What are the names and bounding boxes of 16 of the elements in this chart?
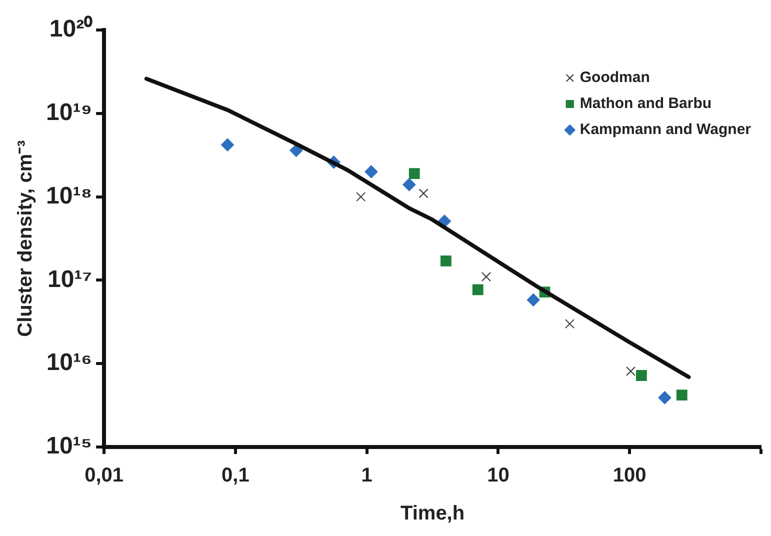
- x-axis-title: Time,h: [400, 502, 465, 525]
- y-tick-label: 10¹⁹: [46, 99, 92, 126]
- x-tick-label: 10: [487, 464, 510, 487]
- x-tick-label: 1: [361, 464, 372, 487]
- y-tick-label: 10¹⁷: [47, 266, 92, 293]
- x-tick-label: 100: [612, 464, 646, 487]
- legend-label: Mathon and Barbu: [580, 95, 712, 112]
- y-axis-title: Cluster density, cm⁻³: [14, 140, 37, 337]
- y-tick-label: 10¹⁸: [46, 182, 92, 210]
- legend-label: Goodman: [580, 69, 650, 86]
- x-tick-label: 0,01: [84, 464, 124, 487]
- y-tick-label: 10¹⁵: [46, 432, 92, 460]
- legend-label: Kampmann and Wagner: [580, 121, 752, 138]
- y-tick-label: 10¹⁶: [46, 349, 92, 376]
- y-tick-label: 10²⁰: [49, 16, 94, 43]
- x-tick-label: 0,1: [222, 464, 250, 487]
